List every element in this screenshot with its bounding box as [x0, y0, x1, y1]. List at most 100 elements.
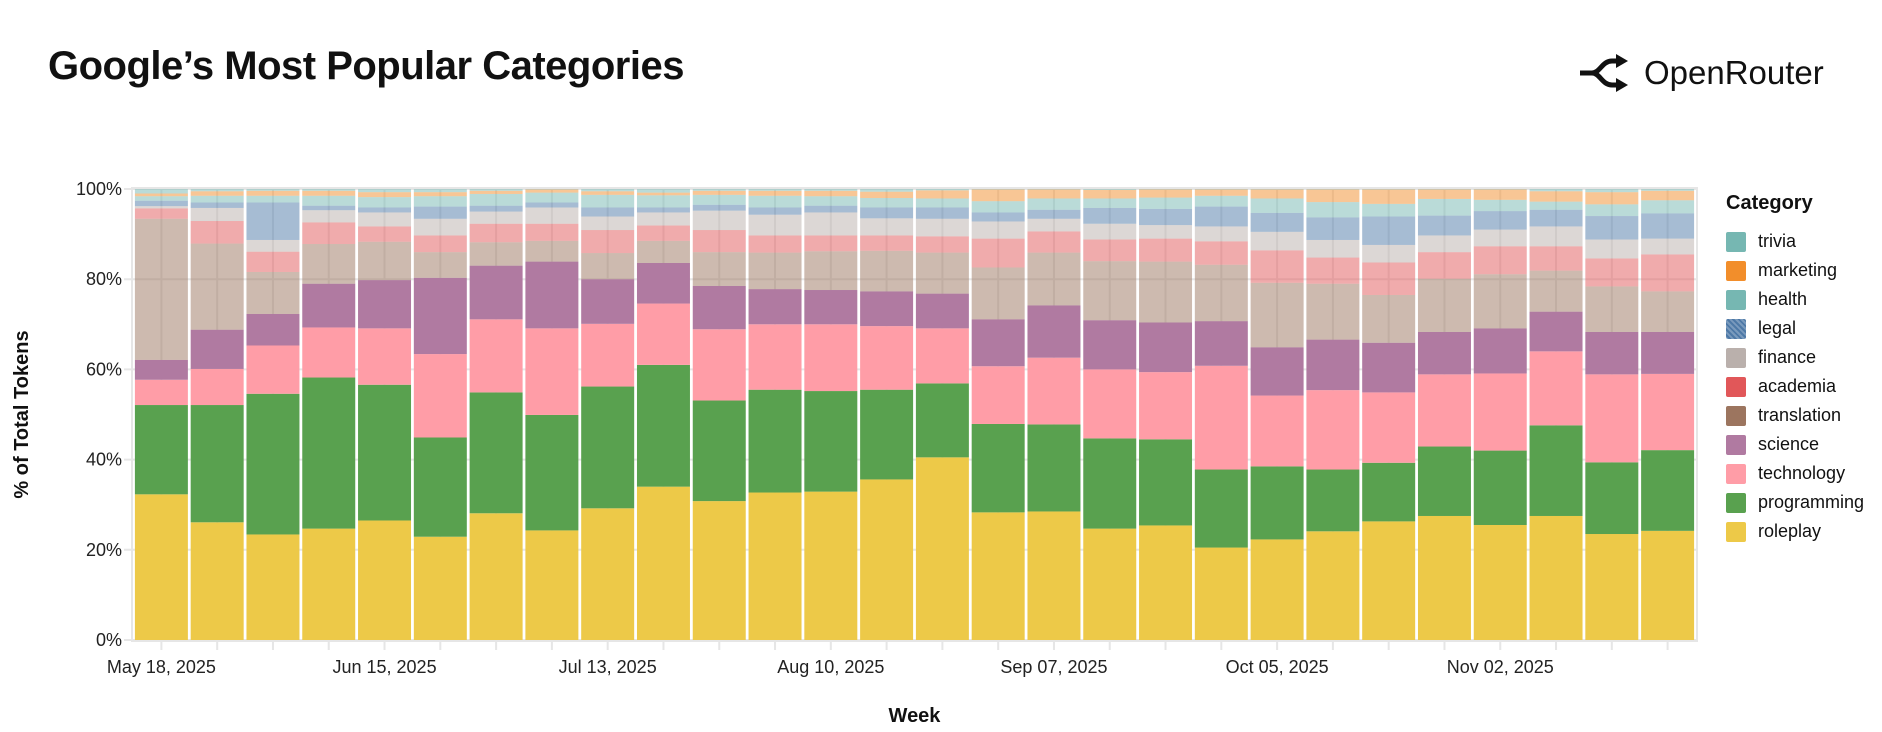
legend-label: programming: [1758, 492, 1865, 512]
bar-segment-roleplay: [246, 534, 300, 640]
legend-item-programming[interactable]: programming: [1726, 488, 1864, 517]
legend-label: academia: [1758, 376, 1837, 396]
bar-segment-science: [1194, 321, 1248, 366]
legend-swatch: [1726, 260, 1746, 281]
bar-segment-translation: [1473, 274, 1527, 329]
bar-segment-health: [1417, 198, 1471, 216]
bar-segment-finance: [246, 239, 300, 252]
bar-segment-translation: [860, 250, 914, 292]
legend-item-trivia[interactable]: trivia: [1726, 227, 1864, 256]
bar-segment-finance: [525, 207, 579, 224]
bar-segment-roleplay: [971, 512, 1025, 640]
bar-segment-marketing: [1083, 189, 1137, 199]
bar-segment-academia: [1529, 246, 1583, 271]
bar-stack: [1417, 189, 1471, 640]
legend-item-academia[interactable]: academia: [1726, 372, 1864, 401]
bar-stack: [1641, 189, 1695, 640]
bar-segment-translation: [1641, 291, 1695, 332]
bar-segment-technology: [1083, 369, 1137, 439]
bar-segment-finance: [302, 210, 356, 223]
bar-segment-marketing: [1194, 189, 1248, 196]
bar-segment-health: [358, 197, 412, 208]
bar-stack: [1194, 189, 1248, 640]
bar-segment-roleplay: [748, 492, 802, 640]
bar-segment-health: [1585, 204, 1639, 217]
legend-item-science[interactable]: science: [1726, 430, 1864, 459]
legend-item-health[interactable]: health: [1726, 285, 1864, 314]
bar-segment-technology: [1473, 373, 1527, 451]
legend-item-marketing[interactable]: marketing: [1726, 256, 1864, 285]
bar-segment-translation: [246, 271, 300, 314]
legend-title: Category: [1726, 192, 1813, 214]
bar-segment-legal: [1194, 206, 1248, 227]
bar-segment-academia: [525, 223, 579, 241]
bar-segment-roleplay: [1306, 531, 1360, 640]
y-tick-label: 100%: [76, 179, 122, 199]
bar-segment-health: [413, 196, 467, 207]
legend-item-legal[interactable]: legal: [1726, 314, 1864, 343]
plot-frame: [131, 187, 1698, 642]
bar-segment-science: [246, 313, 300, 346]
legend-swatch: [1726, 289, 1746, 310]
bar-segment-marketing: [469, 190, 523, 194]
bar-segment-legal: [413, 206, 467, 219]
bar-segment-trivia: [1641, 189, 1695, 191]
bar-segment-finance: [1083, 223, 1137, 240]
y-tick-label: 60%: [86, 359, 122, 379]
bar-segment-trivia: [246, 189, 300, 191]
bar-stack: [748, 189, 802, 640]
bar-segment-trivia: [860, 189, 914, 192]
legend-item-translation[interactable]: translation: [1726, 401, 1864, 430]
bar-segment-academia: [1362, 262, 1416, 295]
bar-segment-roleplay: [190, 522, 244, 640]
bar-segment-science: [860, 291, 914, 327]
bar-segment-translation: [692, 252, 746, 286]
bar-segment-trivia: [134, 189, 188, 194]
bar-segment-technology: [134, 379, 188, 406]
bar-segment-finance: [1139, 225, 1193, 239]
bar-segment-technology: [1027, 357, 1081, 425]
bar-segment-technology: [1585, 374, 1639, 463]
bar-segment-trivia: [302, 189, 356, 191]
bar-segment-marketing: [302, 190, 356, 196]
bar-segment-finance: [804, 212, 858, 236]
bar-segment-health: [915, 198, 969, 208]
bar-segment-health: [1027, 198, 1081, 210]
bar-segment-translation: [358, 241, 412, 281]
legend-item-roleplay[interactable]: roleplay: [1726, 517, 1864, 546]
bar-segment-programming: [413, 437, 467, 537]
bar-segment-legal: [971, 212, 1025, 222]
bar-segment-technology: [469, 319, 523, 393]
bar-segment-finance: [190, 207, 244, 222]
bar-segment-technology: [1250, 395, 1304, 467]
x-tick-label: Nov 02, 2025: [1447, 657, 1554, 677]
legend-item-finance[interactable]: finance: [1726, 343, 1864, 372]
bar-segment-trivia: [1529, 189, 1583, 192]
bar-segment-programming: [1529, 425, 1583, 516]
legend-label: marketing: [1758, 260, 1838, 280]
bar-segment-science: [748, 289, 802, 325]
bar-segment-health: [971, 201, 1025, 213]
bar-segment-health: [1641, 200, 1695, 214]
bar-segment-legal: [1585, 216, 1639, 240]
bar-segment-technology: [636, 303, 690, 365]
bar-segment-health: [246, 195, 300, 203]
bar-segment-health: [1473, 199, 1527, 212]
bar-stack: [1083, 189, 1137, 640]
bar-segment-legal: [692, 204, 746, 211]
bar-stack: [1306, 189, 1360, 640]
bar-segment-finance: [1473, 229, 1527, 247]
bar-segment-programming: [1473, 450, 1527, 525]
bar-segment-technology: [748, 324, 802, 390]
bar-segment-academia: [1250, 250, 1304, 283]
bar-segment-programming: [1306, 469, 1360, 532]
bar-segment-translation: [1194, 264, 1248, 322]
legend-swatch: [1726, 231, 1746, 252]
legend-item-technology[interactable]: technology: [1726, 459, 1864, 488]
bar-segment-roleplay: [804, 491, 858, 640]
bar-segment-translation: [413, 252, 467, 278]
bar-segment-marketing: [804, 190, 858, 197]
bar-segment-science: [1529, 311, 1583, 352]
bar-segment-legal: [246, 202, 300, 240]
